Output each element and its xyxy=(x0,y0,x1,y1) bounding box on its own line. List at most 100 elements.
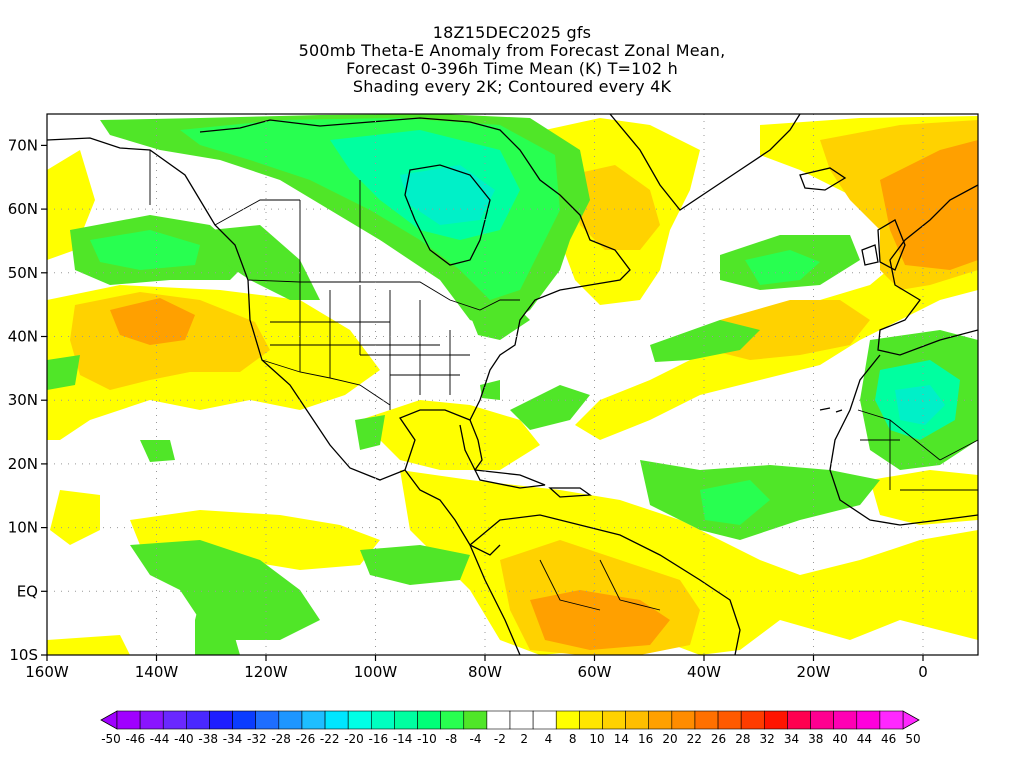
colorbar-swatch xyxy=(139,710,164,730)
neg-anomaly-region xyxy=(400,165,495,225)
neg-anomaly-region xyxy=(90,230,200,270)
colorbar-swatch xyxy=(625,710,650,730)
colorbar-label: 44 xyxy=(857,732,872,746)
neg-anomaly-region xyxy=(360,545,470,585)
pos-anomaly-region xyxy=(47,635,130,655)
colorbar-swatch xyxy=(486,710,511,730)
colorbar-label: 22 xyxy=(687,732,702,746)
canada-province-borders xyxy=(149,150,361,282)
us-canada-border xyxy=(247,279,520,311)
colorbar-label: -46 xyxy=(125,732,145,746)
colorbar-swatch xyxy=(694,710,719,730)
x-tick-label: 80W xyxy=(468,663,502,681)
title-line-1: 18Z15DEC2025 gfs xyxy=(432,23,592,42)
colorbar-label: -38 xyxy=(198,732,218,746)
colorbar-label: 4 xyxy=(545,732,553,746)
colorbar-swatch xyxy=(324,710,349,730)
colorbar-swatch xyxy=(648,710,673,730)
colorbar-label: 10 xyxy=(589,732,604,746)
colorbar-label: 32 xyxy=(760,732,775,746)
neg-anomaly-region xyxy=(895,385,945,425)
y-tick-label: EQ xyxy=(17,582,38,600)
colorbar-swatch xyxy=(787,710,811,730)
pos-anomaly-region xyxy=(870,470,978,525)
colorbar-swatch xyxy=(879,710,904,730)
x-tick-label: 140W xyxy=(135,663,179,681)
colorbar-swatch xyxy=(394,710,418,730)
pos-anomaly-region xyxy=(710,300,870,360)
colorbar-swatch xyxy=(255,710,280,730)
pos-anomaly-region xyxy=(47,150,95,260)
colorbar-label: 16 xyxy=(638,732,653,746)
colorbar-label: 38 xyxy=(808,732,823,746)
y-tick-label: 10N xyxy=(8,519,38,537)
colorbar-label: -28 xyxy=(271,732,291,746)
hispaniola-coastline xyxy=(548,487,592,498)
colorbar-label: -8 xyxy=(445,732,457,746)
colorbar-swatch xyxy=(162,710,187,730)
map-title: 18Z15DEC2025 gfs 500mb Theta-E Anomaly f… xyxy=(0,24,1024,96)
colorbar-swatch xyxy=(186,710,210,730)
colorbar-label: 26 xyxy=(711,732,726,746)
x-tick-label: 20W xyxy=(797,663,831,681)
colorbar-swatch xyxy=(209,710,233,730)
neg-anomaly-region xyxy=(130,540,320,640)
y-tick-label: 60N xyxy=(8,200,38,218)
colorbar-label: -22 xyxy=(320,732,340,746)
colorbar-right-arrow xyxy=(902,710,920,730)
colorbar-label: 20 xyxy=(662,732,677,746)
colorbar-label: -40 xyxy=(174,732,194,746)
cuba-coastline xyxy=(473,469,546,489)
colorbar-swatch xyxy=(740,710,765,730)
colorbar-swatch xyxy=(301,710,326,730)
plot-frame xyxy=(46,113,979,656)
colorbar-label: 8 xyxy=(569,732,577,746)
colorbar-swatch xyxy=(717,710,742,730)
colorbar-left-arrow xyxy=(100,710,118,730)
colorbar-label: -10 xyxy=(417,732,437,746)
pos-anomaly-region xyxy=(530,590,670,650)
colorbar-swatch xyxy=(856,710,881,730)
colorbar-swatch xyxy=(671,710,696,730)
y-tick-label: 20N xyxy=(8,455,38,473)
colorbar-label: -34 xyxy=(223,732,243,746)
colorbar-swatch xyxy=(278,710,303,730)
colorbar-swatch xyxy=(579,710,603,730)
colorbar-swatch xyxy=(440,710,465,730)
neg-anomaly-region xyxy=(47,355,80,390)
africa-coastline xyxy=(829,354,978,526)
colorbar-swatch xyxy=(232,710,257,730)
us-state-borders xyxy=(270,282,470,410)
x-tick-label: 160W xyxy=(25,663,69,681)
colorbar-label: -26 xyxy=(296,732,316,746)
colorbar-label: -44 xyxy=(150,732,170,746)
neg-anomaly-region xyxy=(650,320,760,362)
neg-anomaly-region xyxy=(195,600,240,655)
x-tick-label: 100W xyxy=(354,663,398,681)
x-tick-label: 0 xyxy=(918,663,928,681)
colorbar: -50 -46 -44 -40 -38 -34 -32 -28 -26 -22 -20 -16 -14-… xyxy=(100,710,921,746)
y-tick-label: 50N xyxy=(8,264,38,282)
colorbar-label: -16 xyxy=(369,732,389,746)
colorbar-label: -2 xyxy=(494,732,506,746)
pos-anomaly-region xyxy=(110,298,195,345)
x-tick-label: 60W xyxy=(578,663,612,681)
north-america-coastline xyxy=(47,117,631,481)
colorbar-swatch xyxy=(347,710,372,730)
political-borders xyxy=(149,150,978,611)
south-america-coastline xyxy=(469,514,741,655)
colorbar-label: -50 xyxy=(101,732,121,746)
y-tick-label: 10S xyxy=(9,646,38,664)
neg-anomaly-region xyxy=(745,250,820,285)
colorbar-label: -20 xyxy=(344,732,364,746)
colorbar-swatch xyxy=(370,710,395,730)
title-line-2: 500mb Theta-E Anomaly from Forecast Zona… xyxy=(298,41,726,60)
hudson-bay-coastline xyxy=(404,164,491,266)
neg-anomaly-region xyxy=(355,415,385,450)
y-tick-label: 70N xyxy=(8,136,38,154)
colorbar-label: -14 xyxy=(393,732,413,746)
colorbar-label: 14 xyxy=(614,732,629,746)
y-tick-label: 30N xyxy=(8,391,38,409)
iceland-coastline xyxy=(799,167,847,191)
